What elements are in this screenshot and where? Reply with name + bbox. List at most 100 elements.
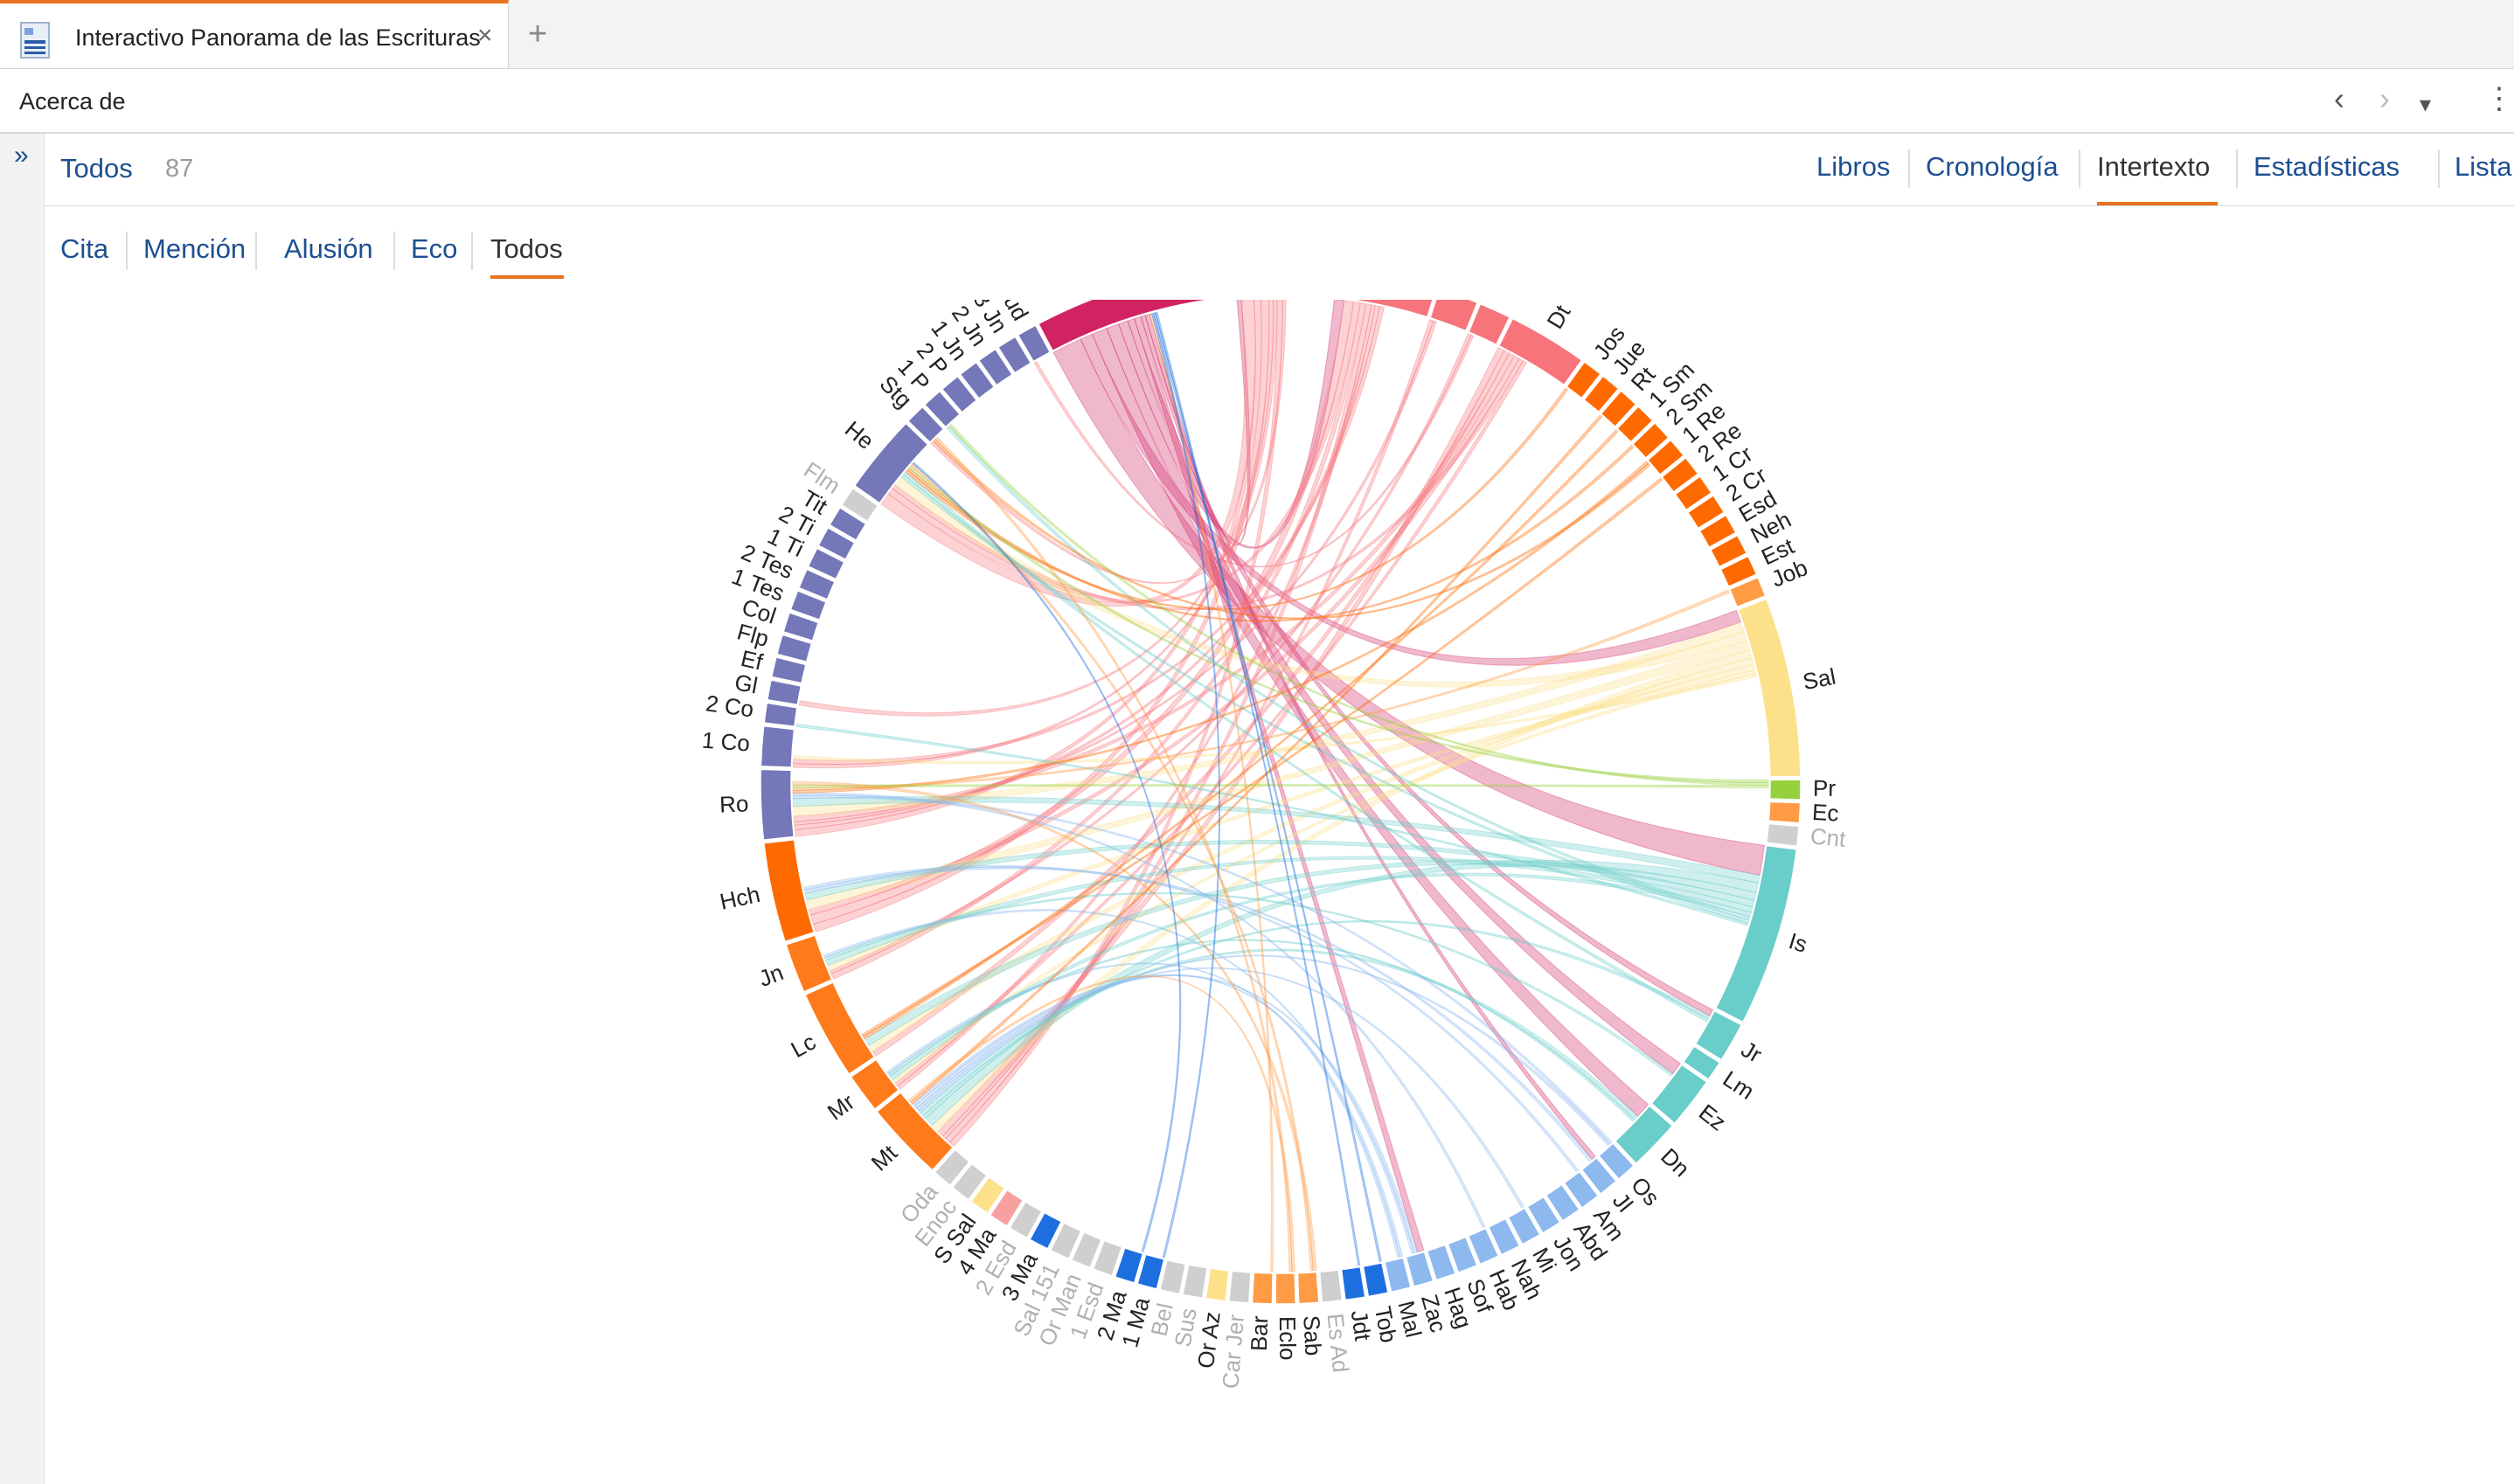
chord-ribbon[interactable] bbox=[900, 474, 1750, 924]
chord-ribbon[interactable] bbox=[792, 795, 1760, 884]
chord-ribbon[interactable] bbox=[1150, 312, 1221, 1259]
book-arc[interactable] bbox=[1661, 457, 1699, 493]
book-arc[interactable] bbox=[1737, 598, 1802, 778]
book-arc[interactable] bbox=[1029, 1211, 1062, 1250]
book-label[interactable]: Is bbox=[1786, 927, 1810, 958]
chord-ribbon[interactable] bbox=[937, 346, 1505, 1137]
chord-ribbon[interactable] bbox=[830, 302, 1367, 980]
book-arc[interactable] bbox=[760, 768, 795, 841]
chord-ribbon[interactable] bbox=[1152, 312, 1382, 1263]
chord-ribbon[interactable] bbox=[809, 300, 1355, 926]
book-arc[interactable] bbox=[798, 568, 836, 600]
book-arc[interactable] bbox=[850, 1058, 899, 1110]
book-arc[interactable] bbox=[907, 406, 945, 443]
book-arc[interactable] bbox=[804, 981, 876, 1075]
chord-ribbon[interactable] bbox=[806, 640, 1751, 911]
book-arc[interactable] bbox=[1049, 1222, 1082, 1260]
chord-ribbon[interactable] bbox=[892, 669, 1757, 1084]
book-arc[interactable] bbox=[1598, 1142, 1635, 1180]
chord-ribbon[interactable] bbox=[920, 948, 1639, 1120]
book-arc[interactable] bbox=[951, 1162, 988, 1201]
chord-ribbon[interactable] bbox=[1052, 338, 1766, 876]
book-label[interactable]: Lc bbox=[787, 1029, 821, 1064]
book-label[interactable]: Jdt bbox=[1346, 1308, 1377, 1342]
book-arc[interactable] bbox=[1362, 1262, 1389, 1298]
chord-ribbon[interactable] bbox=[794, 305, 1380, 830]
chord-ribbon[interactable] bbox=[792, 300, 1278, 769]
tab-estadisticas[interactable]: Estadísticas bbox=[2254, 151, 2400, 182]
book-label[interactable]: He bbox=[840, 416, 879, 454]
book-label[interactable]: Jr bbox=[1737, 1036, 1767, 1068]
book-label[interactable]: Ez bbox=[1694, 1099, 1731, 1135]
book-label[interactable]: 2 Co bbox=[705, 690, 756, 722]
chord-ribbon[interactable] bbox=[1118, 300, 1345, 549]
book-label[interactable]: Dn bbox=[1656, 1143, 1695, 1182]
filter-mencion[interactable]: Mención bbox=[143, 233, 247, 264]
chord-ribbon[interactable] bbox=[809, 355, 1520, 916]
book-arc[interactable] bbox=[969, 1176, 1006, 1215]
chord-ribbon[interactable] bbox=[864, 859, 1757, 1047]
book-arc[interactable] bbox=[1563, 1170, 1600, 1209]
filter-eco[interactable]: Eco bbox=[411, 233, 458, 264]
book-arc[interactable] bbox=[1159, 1259, 1187, 1295]
book-label[interactable]: Car Jer bbox=[1217, 1313, 1249, 1390]
book-arc[interactable] bbox=[1447, 1236, 1478, 1273]
book-arc[interactable] bbox=[776, 634, 813, 663]
chord-ribbon[interactable] bbox=[948, 300, 1283, 1148]
book-arc[interactable] bbox=[1092, 1239, 1123, 1277]
book-arc[interactable] bbox=[763, 702, 798, 728]
book-arc[interactable] bbox=[1228, 1270, 1252, 1304]
book-arc[interactable] bbox=[1674, 475, 1712, 511]
chord-ribbon[interactable] bbox=[931, 649, 1753, 1132]
chord-ribbon[interactable] bbox=[908, 974, 1295, 1272]
book-arc[interactable] bbox=[1526, 1196, 1561, 1234]
book-arc[interactable] bbox=[1694, 1009, 1743, 1061]
chord-ribbon[interactable] bbox=[925, 860, 1759, 1127]
book-label[interactable]: Cnt bbox=[1809, 822, 1848, 852]
tab-libros[interactable]: Libros bbox=[1816, 151, 1891, 182]
chord-ribbon[interactable] bbox=[887, 301, 1361, 604]
book-arc[interactable] bbox=[829, 507, 867, 541]
book-arc[interactable] bbox=[1488, 1217, 1521, 1256]
book-label[interactable]: Hch bbox=[718, 881, 763, 915]
chord-ribbon[interactable] bbox=[792, 794, 1613, 1145]
book-arc[interactable] bbox=[1766, 822, 1800, 848]
chord-ribbon[interactable] bbox=[868, 657, 1754, 1052]
book-arc[interactable] bbox=[1687, 495, 1726, 530]
chord-ribbon[interactable] bbox=[823, 909, 1415, 1255]
book-arc[interactable] bbox=[841, 487, 879, 523]
book-arc[interactable] bbox=[941, 375, 978, 413]
book-arc[interactable] bbox=[1335, 300, 1437, 318]
back-icon[interactable]: ‹ bbox=[2334, 80, 2344, 116]
book-arc[interactable] bbox=[1715, 844, 1798, 1023]
filter-todos[interactable]: Todos bbox=[490, 233, 563, 264]
book-arc[interactable] bbox=[1683, 1045, 1721, 1080]
chord-ribbon[interactable] bbox=[792, 461, 1649, 794]
book-label[interactable]: Ec bbox=[1811, 799, 1839, 827]
book-arc[interactable] bbox=[1729, 576, 1767, 608]
book-arc[interactable] bbox=[1318, 1269, 1344, 1303]
chord-ribbon[interactable] bbox=[915, 967, 1525, 1209]
chord-ribbon[interactable] bbox=[1080, 333, 1742, 666]
chord-ribbon[interactable] bbox=[894, 360, 1527, 1087]
book-arc[interactable] bbox=[1038, 300, 1233, 352]
book-arc[interactable] bbox=[1009, 1201, 1043, 1239]
chord-ribbon[interactable] bbox=[894, 476, 1748, 688]
chord-ribbon[interactable] bbox=[793, 673, 1757, 765]
book-label[interactable]: Eclo bbox=[1274, 1316, 1301, 1361]
chord-ribbon[interactable] bbox=[945, 303, 1372, 1143]
chord-ribbon[interactable] bbox=[897, 304, 1376, 1090]
tab-cronologia[interactable]: Cronología bbox=[1926, 151, 2059, 182]
book-arc[interactable] bbox=[1498, 317, 1583, 386]
chord-ribbon[interactable] bbox=[885, 962, 1401, 1259]
chord-ribbon[interactable] bbox=[880, 300, 1256, 607]
book-arc[interactable] bbox=[989, 1189, 1024, 1227]
new-tab-icon[interactable]: + bbox=[528, 16, 548, 52]
chord-ribbon[interactable] bbox=[922, 919, 1711, 1120]
chord-ribbon[interactable] bbox=[902, 471, 1709, 1023]
chord-ribbon[interactable] bbox=[792, 780, 1317, 1272]
book-label[interactable]: 1 Co bbox=[701, 727, 751, 757]
chord-ribbon[interactable] bbox=[803, 864, 1580, 1173]
book-label[interactable]: Ro bbox=[719, 790, 749, 817]
chord-ribbon[interactable] bbox=[1106, 323, 1681, 1075]
